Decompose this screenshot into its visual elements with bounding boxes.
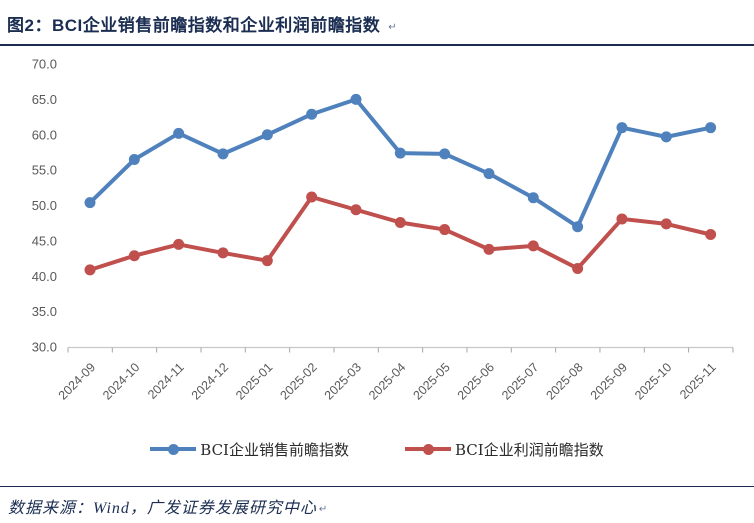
- legend-line-marker-red-icon: [405, 443, 451, 455]
- y-axis-tick-label: 50.0: [32, 198, 57, 213]
- data-point: [705, 122, 717, 134]
- data-point: [394, 147, 406, 159]
- legend-item-profit-index: BCI企业利润前瞻指数: [405, 439, 604, 460]
- data-point: [173, 127, 185, 139]
- bci-line-chart: 70.0 65.0 60.0 55.0 50.0 45.0 40.0 35.0 30.0 2024…: [32, 57, 734, 403]
- data-point: [660, 131, 672, 143]
- x-axis-tick-label: 2025-10: [632, 360, 674, 402]
- data-point: [261, 129, 273, 141]
- paragraph-return-mark: ↵: [318, 504, 328, 515]
- data-point: [84, 264, 96, 276]
- paragraph-return-mark: ↵: [388, 22, 397, 33]
- figure-footer: 数据来源：Wind，广发证券发展研究中心 ↵: [0, 486, 754, 523]
- data-point: [128, 154, 140, 166]
- y-axis-tick-label: 70.0: [32, 57, 57, 72]
- series-line-0: [88, 97, 713, 229]
- data-point: [173, 238, 185, 250]
- data-source-text: 数据来源：Wind，广发证券发展研究中心: [8, 500, 317, 517]
- y-axis-tick-label: 55.0: [32, 163, 57, 178]
- y-axis-tick-label: 30.0: [32, 340, 57, 355]
- y-axis-tick-label: 45.0: [32, 233, 57, 248]
- x-axis-tick-label: 2025-11: [677, 360, 719, 402]
- y-axis-tick-label: 35.0: [32, 304, 57, 319]
- x-axis-tick-label: 2024-12: [189, 360, 231, 402]
- x-axis-tick-label: 2025-02: [277, 360, 319, 402]
- data-point: [217, 247, 229, 259]
- data-point: [527, 192, 539, 204]
- data-point: [483, 243, 495, 255]
- data-point: [705, 229, 717, 241]
- x-axis-tick-label: 2025-04: [366, 360, 408, 402]
- x-axis-tick-label: 2024-09: [56, 360, 98, 402]
- chart-legend: BCI企业销售前瞻指数 BCI企业利润前瞻指数: [0, 439, 754, 459]
- figure-header: 图2：BCI企业销售前瞻指数和企业利润前瞻指数 ↵: [0, 0, 754, 46]
- data-point: [84, 197, 96, 209]
- y-axis-tick-label: 65.0: [32, 92, 57, 107]
- data-point: [616, 122, 628, 134]
- x-axis-tick-label: 2025-09: [588, 360, 630, 402]
- legend-line-marker-blue-icon: [150, 443, 197, 455]
- x-axis-tick-label: 2025-03: [322, 360, 364, 402]
- data-point: [306, 191, 318, 203]
- x-axis-tick-label: 2025-05: [410, 360, 452, 402]
- data-point: [660, 218, 672, 230]
- y-axis-tick-label: 40.0: [32, 269, 57, 284]
- series-line-1: [88, 195, 713, 272]
- data-point: [439, 224, 451, 236]
- data-point: [439, 148, 451, 160]
- data-point: [217, 148, 229, 160]
- y-axis-tick-label: 60.0: [32, 127, 57, 142]
- x-axis-tick-label: 2025-06: [455, 360, 497, 402]
- data-point: [394, 216, 406, 228]
- data-point: [350, 93, 362, 105]
- data-point: [572, 262, 584, 274]
- x-axis-tick-label: 2025-08: [543, 360, 585, 402]
- legend-label-sales-index: BCI企业销售前瞻指数: [200, 440, 349, 459]
- legend-item-sales-index: BCI企业销售前瞻指数: [150, 439, 349, 460]
- x-axis-tick-label: 2024-10: [100, 360, 142, 402]
- data-point: [306, 108, 318, 120]
- figure-title: 图2：BCI企业销售前瞻指数和企业利润前瞻指数: [7, 16, 381, 35]
- data-point: [483, 168, 495, 180]
- legend-label-profit-index: BCI企业利润前瞻指数: [455, 440, 604, 459]
- data-point: [572, 221, 584, 233]
- data-point: [527, 240, 539, 252]
- data-point: [261, 255, 273, 267]
- data-point: [350, 204, 362, 216]
- x-axis-tick-label: 2024-11: [145, 360, 187, 402]
- x-axis-tick-label: 2025-07: [499, 360, 541, 402]
- data-point: [128, 250, 140, 262]
- x-axis-tick-label: 2025-01: [233, 360, 275, 402]
- data-point: [616, 213, 628, 225]
